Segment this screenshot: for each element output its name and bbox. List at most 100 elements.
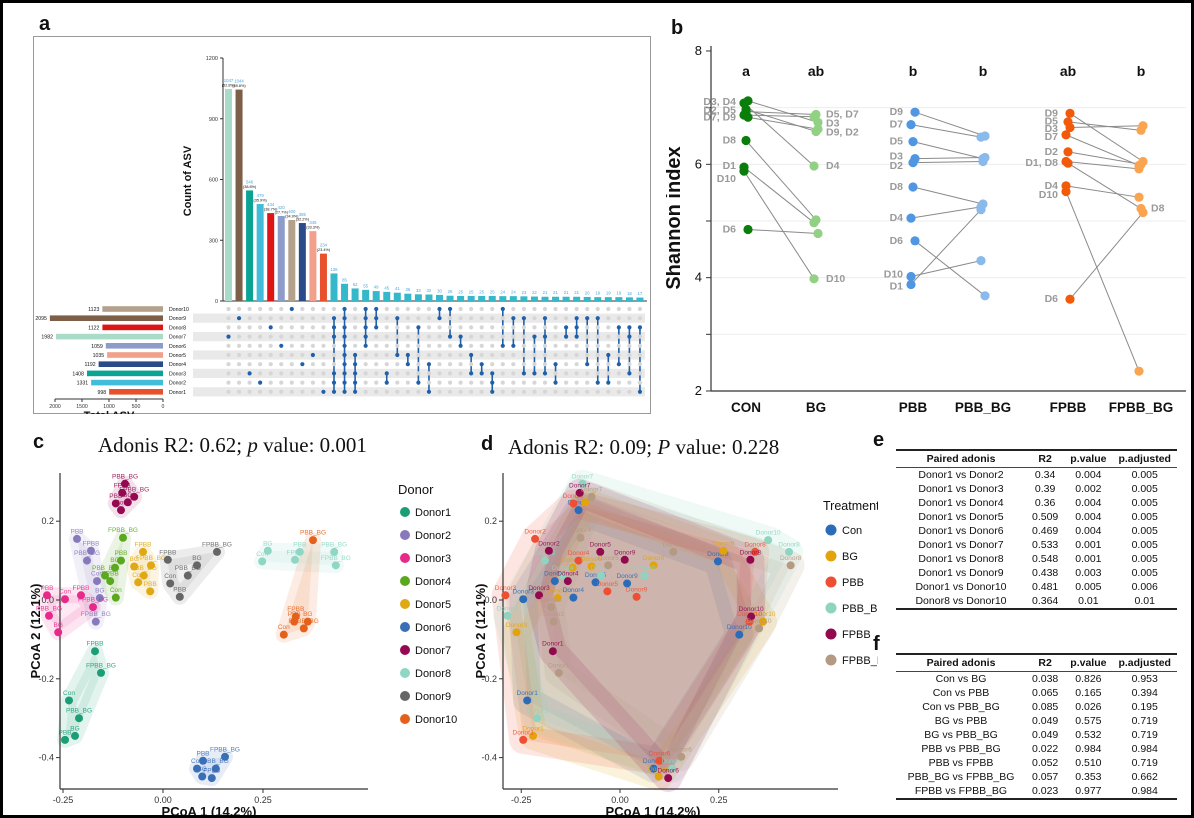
svg-text:BG: BG <box>263 540 272 547</box>
svg-text:Donor1: Donor1 <box>548 662 570 669</box>
upset-matrix-dot <box>353 352 358 358</box>
upset-matrix-dot <box>532 352 537 358</box>
upset-matrix-dot <box>279 389 284 394</box>
upset-matrix-dot <box>247 334 252 339</box>
pcoa-by-donor: -0.25 0.00 0.25 0.2 0.0 -0.2 -0.4 PCoA 1 (14.2%… <box>28 473 457 815</box>
svg-text:PBB: PBB <box>899 400 928 415</box>
upset-matrix-dot <box>616 389 621 394</box>
pcoa-point <box>299 624 308 633</box>
upset-matrix-dot <box>574 352 579 358</box>
upset-matrix-dot <box>405 306 410 312</box>
svg-text:b: b <box>909 63 918 79</box>
panel-label-d: d <box>481 433 494 455</box>
upset-matrix-dot <box>300 334 305 339</box>
svg-text:D3: D3 <box>1045 123 1059 135</box>
upset-matrix-dot <box>374 389 379 394</box>
upset-matrix-dot <box>616 380 621 385</box>
svg-text:Donor6: Donor6 <box>643 758 665 765</box>
shannon-point <box>906 279 916 290</box>
pcoa-point <box>758 617 767 626</box>
svg-text:FPBB: FPBB <box>1050 400 1087 415</box>
pcoa-point <box>604 561 613 570</box>
svg-text:300: 300 <box>209 238 218 244</box>
upset-matrix-dot <box>258 306 263 312</box>
upset-matrix-dot <box>353 362 358 367</box>
upset-matrix-dot <box>247 389 252 394</box>
svg-text:Donor7: Donor7 <box>569 482 591 489</box>
upset-matrix-dot <box>532 306 537 312</box>
pcoa-point <box>291 612 300 621</box>
upset-matrix-dot <box>268 371 273 376</box>
upset-matrix-dot <box>426 371 432 376</box>
svg-text:Donor3: Donor3 <box>513 589 535 596</box>
legend-swatch-donor <box>400 668 410 678</box>
pcoa-point <box>175 592 184 601</box>
upset-matrix-dot <box>416 362 421 367</box>
upset-matrix-dot <box>521 389 526 394</box>
svg-text:Donor9: Donor9 <box>616 573 638 580</box>
svg-text:Donor1: Donor1 <box>517 690 539 697</box>
svg-text:FPBB: FPBB <box>102 571 119 578</box>
upset-matrix-dot <box>321 343 326 348</box>
upset-matrix-dot <box>416 325 421 330</box>
upset-matrix-dot <box>542 343 548 348</box>
svg-text:PBB_BG: PBB_BG <box>175 565 201 572</box>
upset-matrix-dot <box>458 362 463 367</box>
upset-matrix-dot <box>384 306 389 312</box>
pcoa-point <box>531 534 540 543</box>
upset-matrix-dot <box>437 362 442 367</box>
upset-matrix-dot <box>300 316 305 321</box>
pcoa-point <box>106 577 115 586</box>
upset-matrix-dot <box>363 389 368 394</box>
upset-matrix-dot <box>469 380 474 385</box>
upset-matrix-dot <box>426 380 432 385</box>
upset-matrix-dot <box>310 362 315 367</box>
upset-matrix-dot <box>384 362 389 367</box>
shannon-point <box>809 112 819 122</box>
svg-text:25: 25 <box>469 289 474 294</box>
upset-matrix-dot <box>511 325 516 330</box>
panel-label-e: e <box>873 429 885 451</box>
upset-matrix-dot <box>342 334 347 339</box>
svg-text:Con: Con <box>115 500 127 507</box>
upset-matrix-dot <box>226 362 231 367</box>
svg-text:62: 62 <box>353 282 358 287</box>
upset-matrix-dot <box>363 325 368 330</box>
upset-matrix-dot <box>595 380 600 385</box>
svg-text:Donor3: Donor3 <box>415 553 451 565</box>
upset-matrix-dot <box>637 316 643 321</box>
svg-text:FPBB: FPBB <box>73 585 90 592</box>
svg-text:36: 36 <box>405 287 410 292</box>
upset-matrix-dot <box>479 352 484 358</box>
upset-matrix-dot <box>585 352 590 358</box>
upset-matrix-dot <box>637 389 643 394</box>
upset-matrix-dot <box>479 306 484 312</box>
panel-a-upset: 0 300 600 900 1200 Count of ASV 1047 (52.8%) 104… <box>33 36 651 422</box>
upset-matrix-dot <box>511 389 516 394</box>
pcoa-point <box>118 488 127 497</box>
upset-matrix-dot <box>447 334 453 339</box>
upset-matrix-dot <box>363 380 368 385</box>
svg-text:1059: 1059 <box>91 344 103 350</box>
svg-text:D3: D3 <box>890 150 904 162</box>
shannon-point <box>1134 366 1144 376</box>
pcoa-point <box>746 555 755 564</box>
upset-matrix-dot <box>627 306 632 312</box>
upset-matrix-dot <box>458 316 463 321</box>
upset-matrix-dot <box>268 362 273 367</box>
svg-text:PBB: PBB <box>40 585 53 592</box>
upset-matrix-dot <box>363 316 368 321</box>
upset-matrix-dot <box>447 306 453 312</box>
svg-text:Donor6: Donor6 <box>415 622 451 634</box>
svg-text:D4: D4 <box>826 160 840 172</box>
pcoa-point <box>89 603 97 612</box>
svg-text:Total ASV: Total ASV <box>84 410 135 414</box>
upset-matrix-dot <box>542 380 548 385</box>
pcoa-point <box>620 555 629 564</box>
upset-matrix-dot <box>300 343 305 348</box>
upset-matrix-dot <box>310 325 315 330</box>
table-row: Donor1 vs Donor2 0.34 0.004 0.005 <box>918 469 1158 481</box>
pcoa-point <box>211 764 220 773</box>
svg-text:Donor5: Donor5 <box>169 353 186 359</box>
svg-text:BG: BG <box>53 622 62 629</box>
